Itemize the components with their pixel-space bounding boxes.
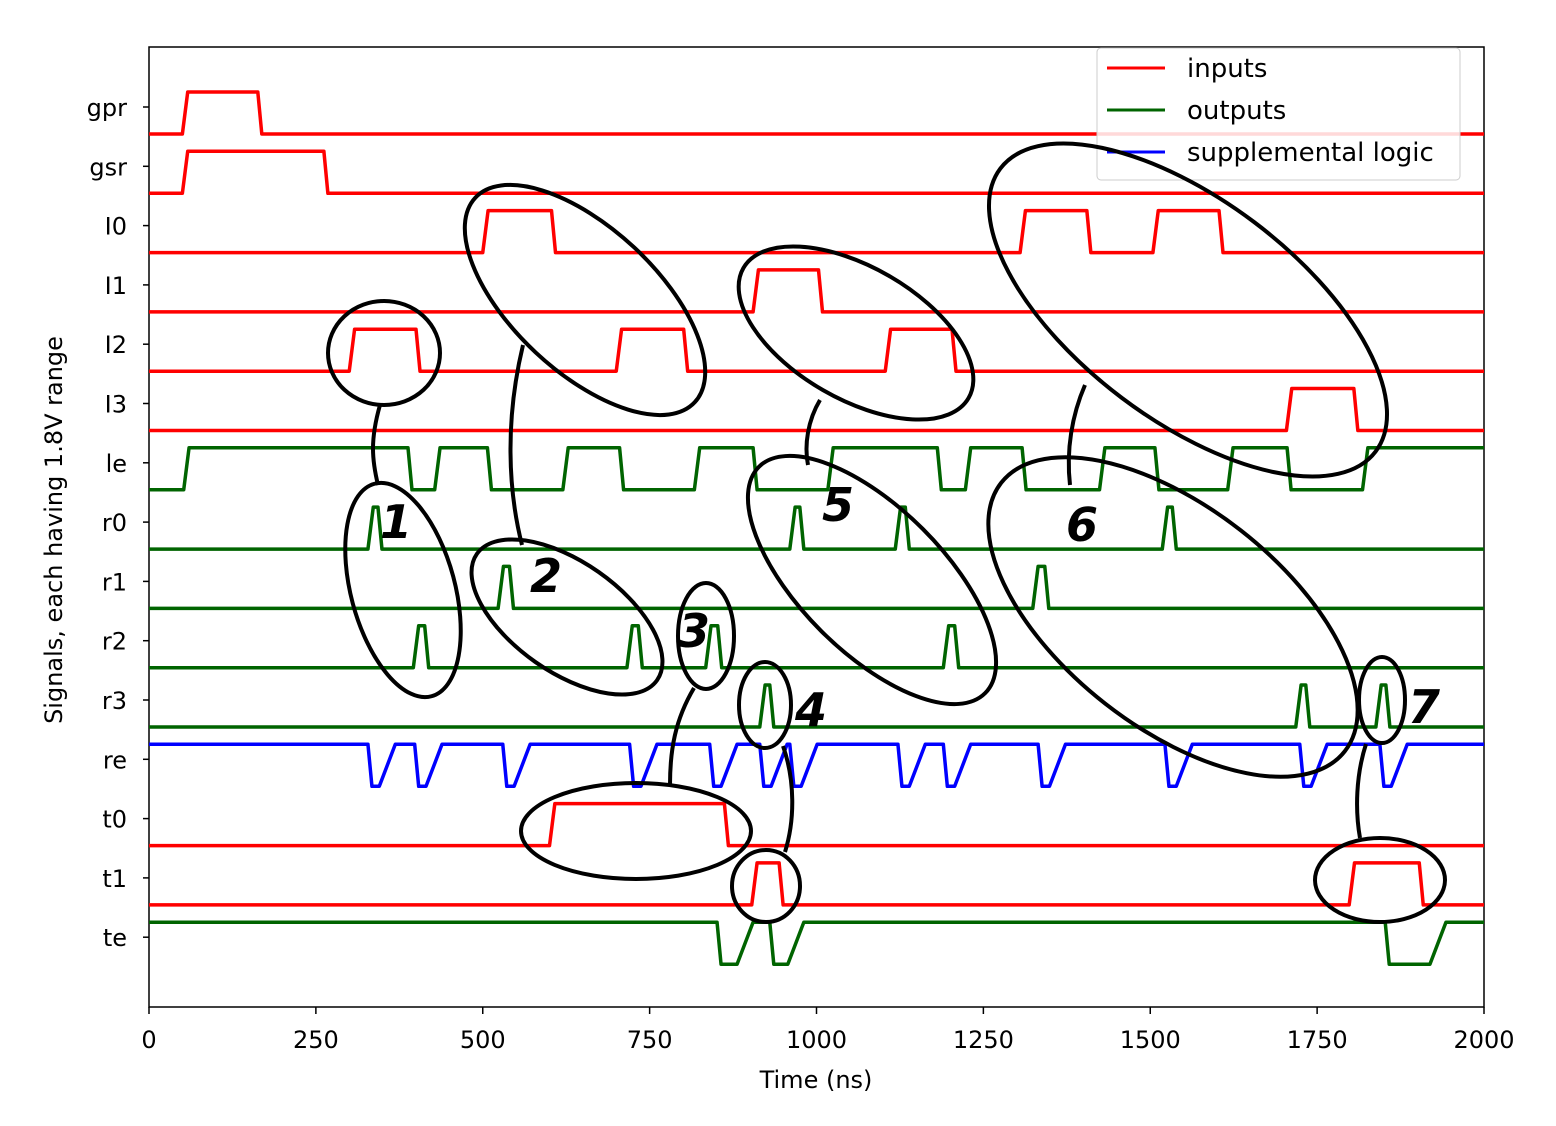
annotation-3-label: 3 <box>678 604 710 658</box>
annotation-4-connector <box>781 745 795 853</box>
y-tick-label-r3: r3 <box>102 687 127 715</box>
annotation-6-connector <box>1066 384 1087 486</box>
signal-trace-i3 <box>149 386 1484 433</box>
x-axis-label: Time (ns) <box>759 1066 873 1094</box>
annotation-4-ellipse-bottom <box>730 848 802 924</box>
annotation-3-ellipse-bottom <box>519 781 753 881</box>
annotation-6-ellipse-top <box>986 141 1390 479</box>
y-tick-label-t1: t1 <box>102 865 127 893</box>
x-tick-label: 1500 <box>1120 1026 1181 1054</box>
y-tick-label-t0: t0 <box>102 806 127 834</box>
y-axis-label: Signals, each having 1.8V range <box>40 336 68 724</box>
annotation-7-connector <box>1355 743 1368 839</box>
annotation-6-label: 6 <box>1066 498 1098 552</box>
x-tick-label: 1750 <box>1287 1026 1348 1054</box>
annotation-5-ellipse-bottom <box>745 453 999 707</box>
x-tick-label: 2000 <box>1453 1026 1514 1054</box>
signal-trace-gsr <box>149 149 1484 196</box>
annotation-1-label: 1 <box>380 495 412 549</box>
y-tick-label-r2: r2 <box>102 628 127 656</box>
signal-trace-r1 <box>149 564 1484 611</box>
y-tick-label-i2: I2 <box>105 331 127 359</box>
signal-trace-r0 <box>149 505 1484 551</box>
x-tick-label: 0 <box>141 1026 156 1054</box>
y-tick-label-i0: I0 <box>105 213 127 241</box>
signal-trace-re <box>149 742 1484 789</box>
legend-label-outputs: outputs <box>1187 96 1286 126</box>
signal-trace-gpr <box>149 90 1484 136</box>
signal-trace-t1 <box>149 861 1484 907</box>
plot-area <box>148 46 1485 1008</box>
annotation-7-label: 7 <box>1408 680 1440 734</box>
signal-trace-i1 <box>149 268 1484 314</box>
signal-trace-r3 <box>149 683 1484 729</box>
y-tick-label-le: le <box>106 450 127 478</box>
annotation-3-connector <box>668 686 696 786</box>
y-tick-label-r0: r0 <box>102 509 127 537</box>
y-tick-labels: gpr gsr I0 I1 I2 I3 le r0 r1 r2 r3 re t0 t1 te <box>87 94 149 952</box>
y-tick-label-i1: I1 <box>105 272 127 300</box>
x-tick-label: 500 <box>460 1026 506 1054</box>
annotation-3-ellipse-top <box>676 581 736 691</box>
annotation-5-label: 5 <box>822 478 854 532</box>
annotation-7-ellipse-bottom <box>1313 836 1447 924</box>
x-tick-label: 750 <box>627 1026 673 1054</box>
y-tick-label-te: te <box>103 924 127 952</box>
x-tick-label: 1000 <box>786 1026 847 1054</box>
y-tick-label-i3: I3 <box>105 391 127 419</box>
annotation-1-ellipse-bottom <box>343 480 463 700</box>
annotation-5-connector <box>804 398 822 466</box>
annotation-2-ellipse-top <box>462 182 708 418</box>
y-tick-label-re: re <box>103 746 127 774</box>
annotations: 1 2 3 4 5 6 7 <box>326 141 1447 924</box>
signal-traces <box>149 90 1484 966</box>
signal-trace-i2 <box>149 327 1484 373</box>
annotation-2-ellipse-bottom <box>469 537 665 697</box>
annotation-1-connector <box>371 404 382 486</box>
legend-label-supplemental-logic: supplemental logic <box>1187 138 1434 168</box>
annotation-2-label: 2 <box>530 549 562 603</box>
signal-trace-r2 <box>149 623 1484 670</box>
x-axis-ticks: 0 250 500 750 1000 1250 1500 1750 2000 <box>141 1007 1515 1054</box>
annotation-4-ellipse-top <box>737 660 793 750</box>
signal-trace-t0 <box>149 801 1484 848</box>
legend-label-inputs: inputs <box>1187 54 1267 84</box>
legend-box <box>1096 47 1461 181</box>
y-tick-label-gpr: gpr <box>87 94 127 122</box>
x-tick-label: 1250 <box>953 1026 1014 1054</box>
y-tick-label-r1: r1 <box>102 568 127 596</box>
signal-trace-le <box>149 446 1484 492</box>
annotation-4-label: 4 <box>794 683 827 737</box>
annotation-5-ellipse-top <box>736 244 976 422</box>
legend: inputs outputs supplemental logic <box>1096 47 1461 181</box>
signal-trace-te <box>149 920 1484 966</box>
signal-trace-i0 <box>149 208 1484 255</box>
y-tick-label-gsr: gsr <box>89 153 127 181</box>
annotation-6-ellipse-bottom <box>986 455 1360 779</box>
x-tick-label: 250 <box>293 1026 339 1054</box>
annotation-2-connector <box>508 344 525 546</box>
annotation-1-ellipse-top <box>326 299 442 407</box>
annotation-7-ellipse-top <box>1357 655 1407 745</box>
